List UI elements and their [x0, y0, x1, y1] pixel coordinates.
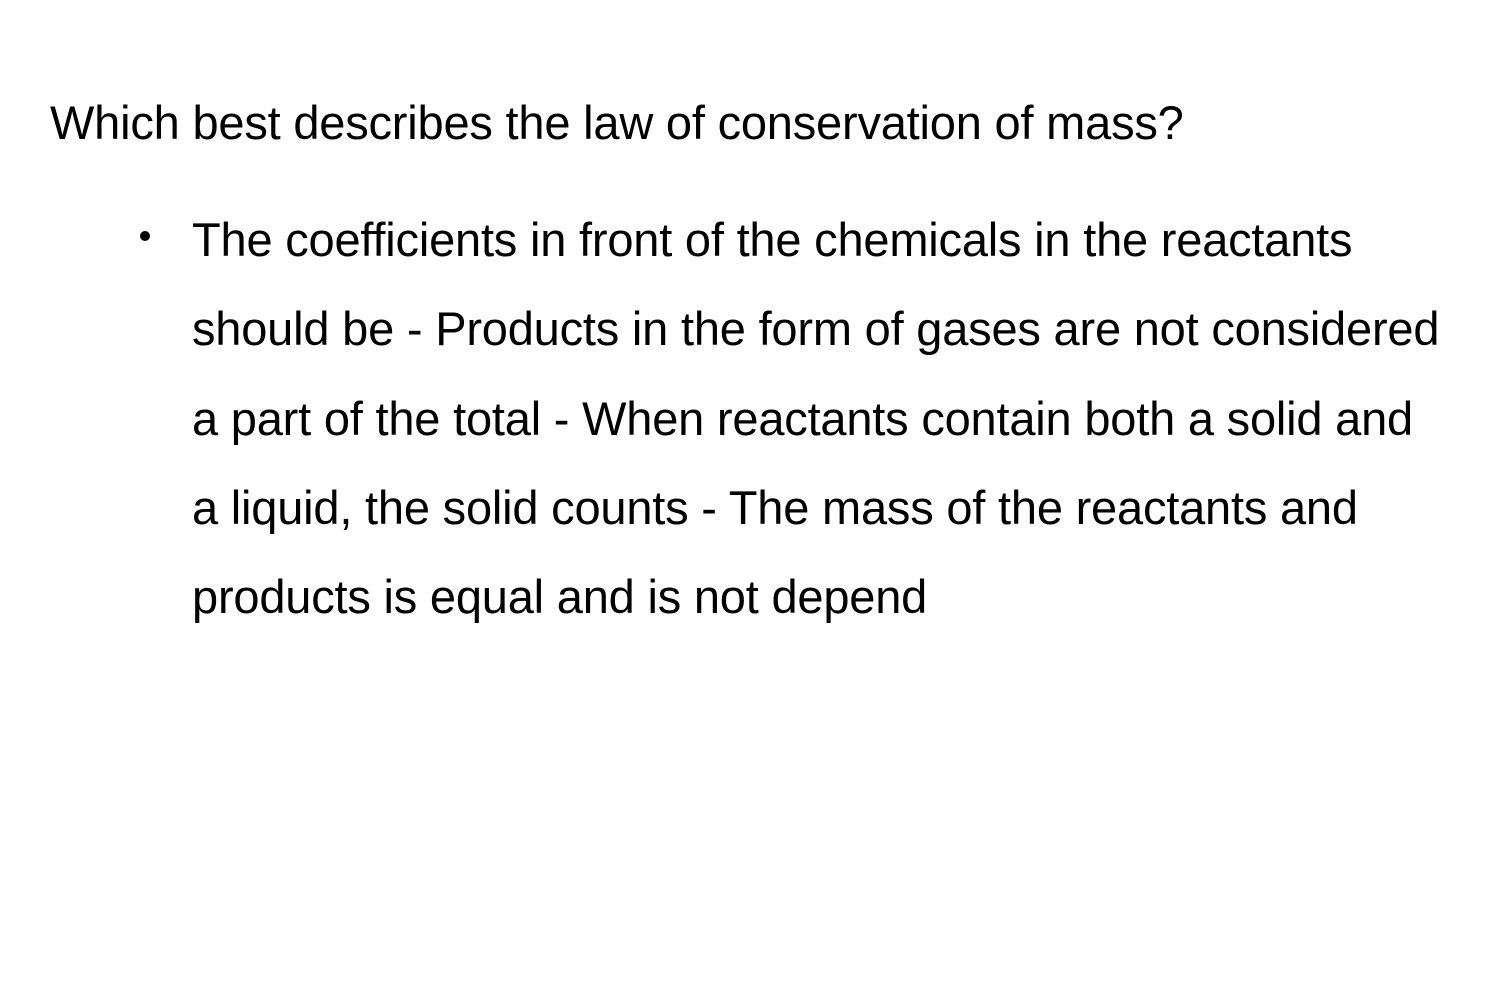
bullet-icon [140, 231, 150, 241]
answer-list-item: The coefficients in front of the chemica… [50, 195, 1450, 641]
answer-text: The coefficients in front of the chemica… [192, 195, 1450, 641]
question-text: Which best describes the law of conserva… [50, 80, 1450, 167]
